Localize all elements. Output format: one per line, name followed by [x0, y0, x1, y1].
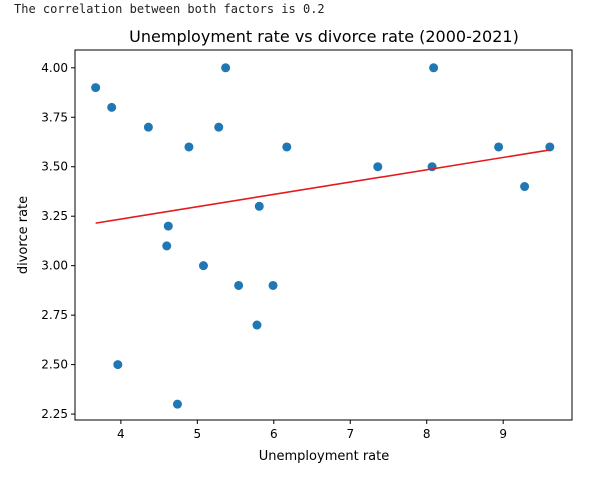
data-point	[545, 142, 555, 152]
x-axis-label: Unemployment rate	[259, 449, 389, 464]
data-point	[234, 280, 244, 290]
trendline-line	[95, 149, 550, 224]
data-point	[282, 142, 292, 152]
y-axis-label: divorce rate	[16, 196, 31, 274]
data-point	[198, 261, 208, 271]
y-tick-label: 3.50	[41, 160, 68, 174]
data-point	[221, 63, 231, 73]
plot-area	[74, 49, 573, 421]
y-tick-label: 3.00	[41, 259, 68, 273]
data-point	[91, 83, 101, 93]
y-tick-label: 3.25	[41, 209, 68, 223]
data-point	[162, 241, 172, 251]
x-tick-label: 6	[270, 427, 278, 441]
x-tick-label: 4	[117, 427, 125, 441]
x-tick-label: 9	[499, 427, 507, 441]
data-point	[143, 122, 153, 132]
data-points	[91, 63, 555, 409]
data-point	[172, 399, 182, 409]
data-point	[373, 162, 383, 172]
x-tick-label: 8	[423, 427, 431, 441]
data-point	[429, 63, 439, 73]
x-axis: 4 5 6 7 8 9	[117, 420, 507, 441]
data-point	[520, 182, 530, 192]
chart-title: Unemployment rate vs divorce rate (2000-…	[129, 27, 519, 46]
data-point	[268, 280, 278, 290]
data-point	[214, 122, 224, 132]
data-point	[254, 201, 264, 211]
data-point	[252, 320, 262, 330]
y-axis: 2.25 2.50 2.75 3.00 3.25 3.50 3.75 4.00	[41, 61, 75, 421]
y-tick-label: 2.25	[41, 407, 68, 421]
data-point	[494, 142, 504, 152]
data-point	[184, 142, 194, 152]
x-tick-label: 7	[346, 427, 354, 441]
y-tick-label: 2.50	[41, 358, 68, 372]
data-point	[163, 221, 173, 231]
data-point	[113, 360, 123, 370]
y-tick-label: 3.75	[41, 110, 68, 124]
x-tick-label: 5	[194, 427, 202, 441]
data-point	[107, 102, 117, 112]
trendline	[95, 149, 550, 224]
correlation-output: The correlation between both factors is …	[14, 2, 325, 16]
y-tick-label: 2.75	[41, 308, 68, 322]
y-tick-label: 4.00	[41, 61, 68, 75]
